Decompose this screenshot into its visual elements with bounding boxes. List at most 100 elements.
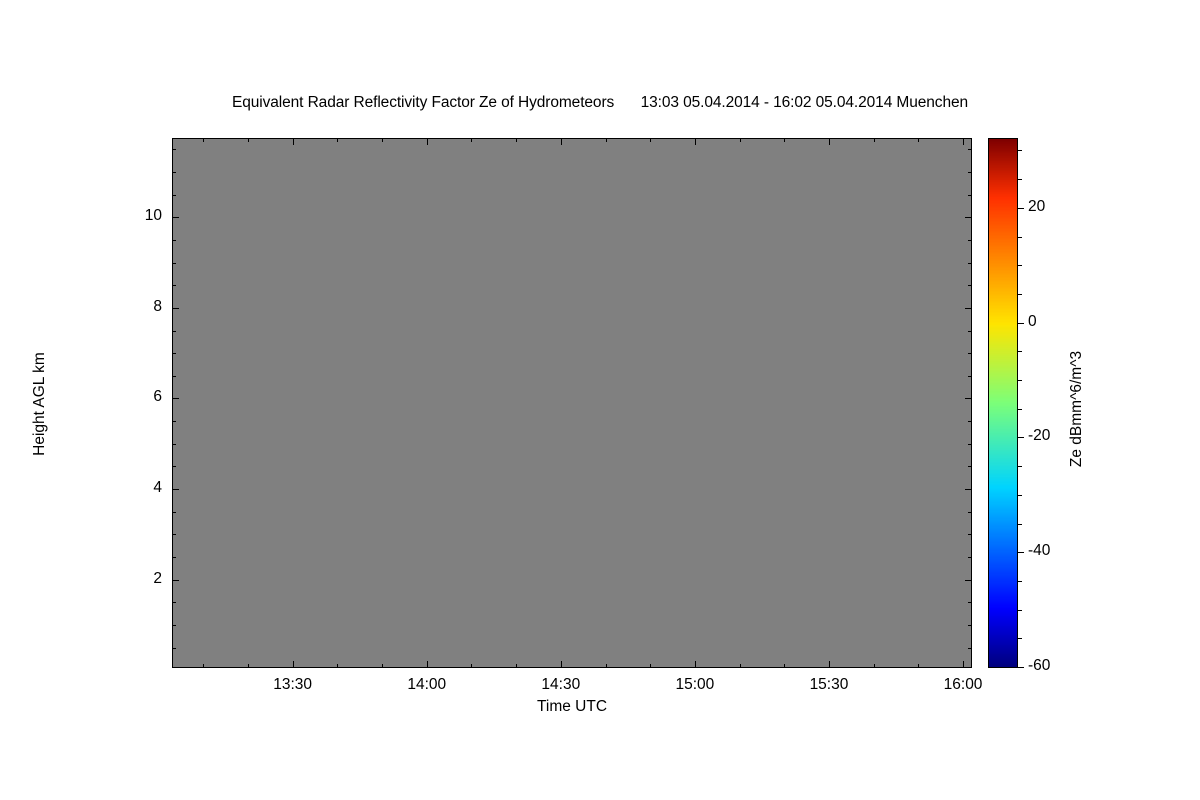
x-tick-minor [471, 664, 473, 668]
x-tick-minor [247, 664, 249, 668]
colorbar [988, 138, 1018, 668]
colorbar-tick-label: 0 [1028, 312, 1037, 330]
x-tick-major [963, 138, 965, 145]
y-tick-major [172, 579, 179, 581]
y-tick-minor [172, 194, 176, 196]
y-tick-minor [172, 421, 176, 423]
x-tick-label: 16:00 [943, 676, 983, 693]
y-tick-minor [172, 330, 176, 332]
y-tick-minor [172, 557, 176, 559]
colorbar-tick-minor [1018, 150, 1022, 152]
x-tick-minor [605, 664, 607, 668]
y-tick-minor [172, 466, 176, 468]
colorbar-tick-minor [1018, 179, 1022, 181]
y-tick-minor [968, 511, 972, 513]
colorbar-tick-minor [1018, 523, 1022, 525]
x-tick-minor [650, 664, 652, 668]
y-tick-label: 4 [153, 479, 162, 497]
y-tick-minor [968, 239, 972, 241]
y-tick-minor [968, 534, 972, 536]
plot-area[interactable] [172, 138, 973, 669]
y-tick-minor [172, 285, 176, 287]
colorbar-tick-major [1018, 322, 1024, 324]
y-tick-major [965, 579, 972, 581]
x-tick-minor [739, 664, 741, 668]
y-tick-minor [968, 647, 972, 649]
x-tick-minor [382, 664, 384, 668]
colorbar-tick-minor [1018, 265, 1022, 267]
colorbar-tick-label: -40 [1028, 542, 1051, 560]
y-tick-major [965, 489, 972, 491]
x-tick-minor [605, 138, 607, 142]
colorbar-tick-minor [1018, 236, 1022, 238]
x-tick-minor [784, 138, 786, 142]
colorbar-tick-minor [1018, 494, 1022, 496]
y-tick-minor [968, 353, 972, 355]
x-tick-minor [516, 138, 518, 142]
colorbar-tick-major [1018, 667, 1024, 668]
x-axis-label: Time UTC [536, 698, 608, 715]
y-tick-label: 10 [144, 207, 162, 225]
x-tick-major [560, 138, 562, 145]
y-tick-minor [172, 602, 176, 604]
x-tick-major [963, 661, 965, 668]
y-tick-minor [172, 511, 176, 513]
colorbar-tick-major [1018, 437, 1024, 439]
y-tick-minor [172, 262, 176, 264]
y-tick-minor [968, 557, 972, 559]
y-tick-major [965, 398, 972, 400]
y-tick-minor [172, 239, 176, 241]
x-tick-minor [918, 138, 920, 142]
x-tick-major [828, 138, 830, 145]
colorbar-tick-major [1018, 552, 1024, 554]
x-tick-minor [784, 664, 786, 668]
x-tick-minor [873, 138, 875, 142]
x-tick-label: 14:00 [407, 676, 447, 693]
y-tick-minor [172, 534, 176, 536]
y-tick-minor [172, 149, 176, 151]
y-tick-minor [172, 624, 176, 626]
x-tick-label: 15:00 [675, 676, 715, 693]
x-tick-minor [516, 664, 518, 668]
y-tick-minor [172, 375, 176, 377]
y-tick-minor [968, 262, 972, 264]
x-tick-major [560, 661, 562, 668]
y-axis-label: Height AGL km [31, 352, 48, 456]
y-tick-label: 2 [153, 569, 162, 587]
y-tick-minor [968, 285, 972, 287]
reflectivity-heatmap-canvas [173, 139, 973, 669]
colorbar-tick-minor [1018, 638, 1022, 640]
x-tick-minor [337, 138, 339, 142]
x-tick-major [426, 661, 428, 668]
y-tick-major [172, 398, 179, 400]
x-tick-major [292, 661, 294, 668]
x-tick-major [292, 138, 294, 145]
x-tick-minor [918, 664, 920, 668]
y-tick-minor [968, 375, 972, 377]
colorbar-tick-minor [1018, 351, 1022, 353]
y-tick-minor [968, 421, 972, 423]
x-tick-label: 15:30 [809, 676, 849, 693]
x-tick-major [694, 661, 696, 668]
x-tick-minor [203, 664, 205, 668]
colorbar-tick-minor [1018, 293, 1022, 295]
colorbar-label: Ze dBmm^6/m^3 [1068, 350, 1085, 468]
page-title: Equivalent Radar Reflectivity Factor Ze … [0, 94, 1200, 112]
y-tick-major [172, 217, 179, 219]
x-tick-minor [382, 138, 384, 142]
y-tick-major [965, 307, 972, 309]
y-tick-minor [172, 647, 176, 649]
colorbar-tick-label: -20 [1028, 427, 1051, 445]
y-tick-minor [968, 194, 972, 196]
y-tick-major [965, 217, 972, 219]
title-main: Equivalent Radar Reflectivity Factor Ze … [232, 94, 615, 111]
x-tick-minor [873, 664, 875, 668]
colorbar-tick-minor [1018, 609, 1022, 611]
y-tick-minor [968, 149, 972, 151]
y-tick-major [172, 489, 179, 491]
x-tick-major [828, 661, 830, 668]
x-tick-minor [471, 138, 473, 142]
colorbar-tick-minor [1018, 580, 1022, 582]
y-tick-minor [172, 443, 176, 445]
x-tick-minor [337, 664, 339, 668]
